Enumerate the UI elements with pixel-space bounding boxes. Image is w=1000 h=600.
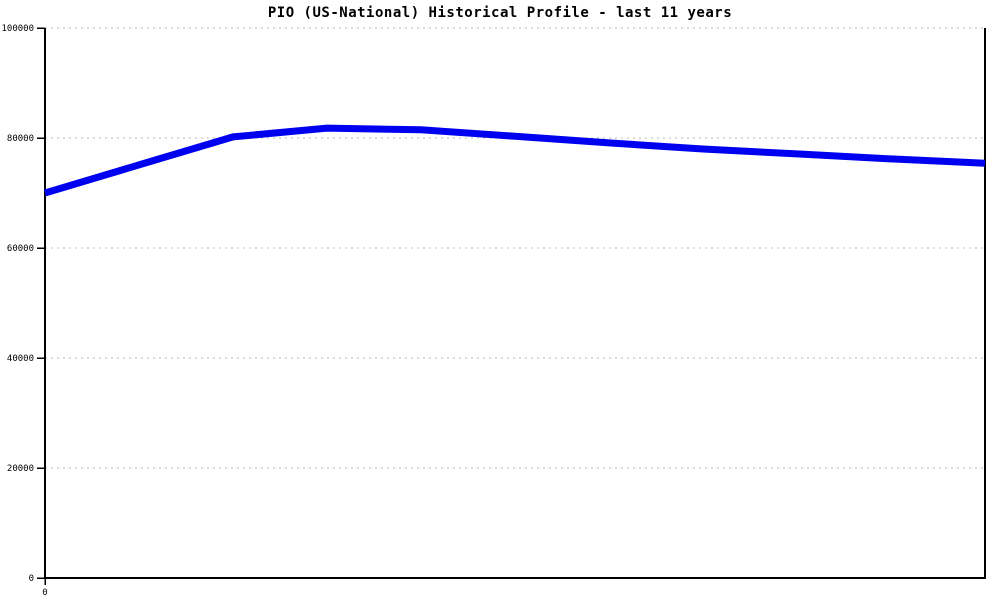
y-tick-label: 100000 — [1, 24, 34, 34]
profile-line — [43, 124, 986, 197]
y-tick-label: 60000 — [7, 244, 34, 254]
y-tick-label: 0 — [29, 574, 34, 584]
y-tick-label: 40000 — [7, 354, 34, 364]
y-tick-label: 20000 — [7, 464, 34, 474]
x-tick-label: 0 — [42, 588, 47, 598]
chart-title: PIO (US-National) Historical Profile - l… — [267, 5, 733, 21]
y-tick-label: 80000 — [7, 134, 34, 144]
